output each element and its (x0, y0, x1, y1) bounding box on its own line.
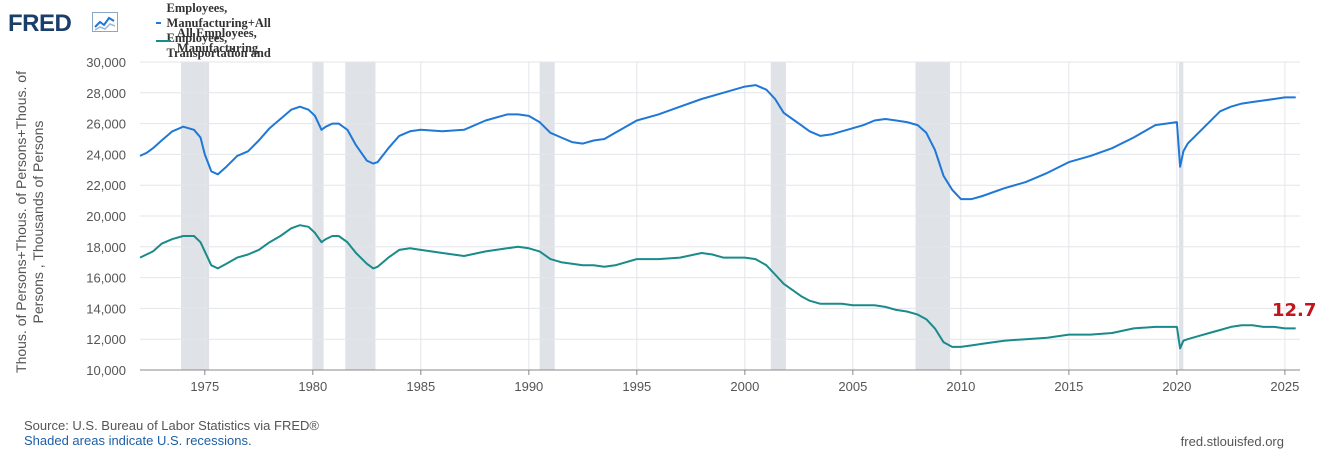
x-tick-label-5: 2000 (730, 379, 759, 394)
y-tick-label-5: 20,000 (86, 209, 126, 224)
y-tick-label-6: 22,000 (86, 178, 126, 193)
site-link[interactable]: fred.stlouisfed.org (1180, 434, 1284, 449)
fred-logo[interactable]: FRED (8, 10, 72, 37)
legend-label-manufacturing: All Employees, Manufacturing (176, 26, 259, 55)
x-tick-label-7: 2010 (946, 379, 975, 394)
recession-note[interactable]: Shaded areas indicate U.S. recessions. (24, 433, 252, 448)
x-tick-label-2: 1985 (406, 379, 435, 394)
x-tick-label-8: 2015 (1054, 379, 1083, 394)
y-tick-label-0: 10,000 (86, 363, 126, 378)
footer-notes: Source: U.S. Bureau of Labor Statistics … (24, 418, 319, 448)
x-tick-label-1: 1980 (298, 379, 327, 394)
y-tick-label-2: 14,000 (86, 301, 126, 316)
x-tick-label-10: 2025 (1270, 379, 1299, 394)
y-tick-label-7: 24,000 (86, 147, 126, 162)
last-value-label: 12.7 (1272, 300, 1317, 321)
legend-swatch-total (156, 22, 161, 24)
x-tick-label-3: 1990 (514, 379, 543, 394)
series-line-total (139, 84, 1296, 201)
legend-swatch-manufacturing (156, 40, 171, 42)
x-tick-label-6: 2005 (838, 379, 867, 394)
y-tick-label-3: 16,000 (86, 271, 126, 286)
y-tick-label-9: 28,000 (86, 86, 126, 101)
y-tick-label-10: 30,000 (86, 55, 126, 70)
legend-item-manufacturing[interactable]: All Employees, Manufacturing (156, 26, 288, 55)
y-tick-label-4: 18,000 (86, 240, 126, 255)
fred-chart-icon (92, 12, 118, 37)
x-tick-label-4: 1995 (622, 379, 651, 394)
y-tick-label-8: 26,000 (86, 117, 126, 132)
series-line-manufacturing (139, 224, 1296, 350)
x-tick-label-0: 1975 (190, 379, 219, 394)
y-tick-label-1: 12,000 (86, 332, 126, 347)
x-tick-label-9: 2020 (1162, 379, 1191, 394)
source-note: Source: U.S. Bureau of Labor Statistics … (24, 418, 319, 433)
